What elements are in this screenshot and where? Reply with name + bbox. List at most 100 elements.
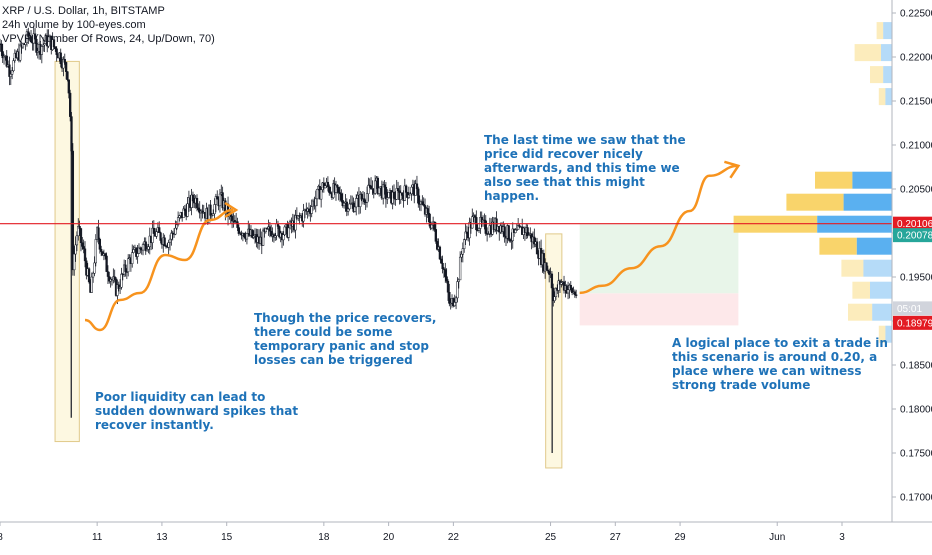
candle-body — [569, 284, 572, 289]
candle-body — [360, 194, 363, 200]
candle-body — [136, 253, 139, 257]
candle-body — [121, 273, 124, 276]
candle-body — [43, 43, 46, 46]
candle-body — [337, 187, 340, 193]
candle-body — [542, 253, 545, 272]
candle-body — [458, 256, 462, 281]
note-exit: A logical place to exit a trade in this … — [672, 336, 888, 392]
candle-body — [144, 241, 147, 252]
candle-body — [307, 208, 311, 213]
candle-body — [328, 186, 331, 193]
candle-body — [368, 184, 371, 187]
candle-body — [399, 192, 402, 200]
candle-body — [376, 177, 379, 194]
candle-body — [338, 192, 342, 195]
candle-body — [74, 244, 77, 255]
candle-body — [353, 206, 357, 212]
candle-body — [278, 226, 281, 238]
candle-body — [90, 276, 93, 293]
candle-body — [120, 273, 123, 288]
candle-body — [1, 51, 4, 59]
vpvr-down-bar — [819, 237, 857, 255]
candle-body — [145, 249, 149, 252]
indicator-volume[interactable]: 24h volume by 100-eyes.com — [2, 19, 146, 31]
candle-body — [310, 206, 313, 214]
candle-body — [457, 279, 460, 282]
candle-body — [210, 214, 213, 217]
candle-body — [378, 187, 381, 194]
candle-body — [8, 64, 11, 77]
date-tick-label: 15 — [221, 532, 233, 543]
candle-body — [548, 270, 551, 275]
candle-body — [201, 210, 204, 214]
candle-body — [283, 226, 286, 235]
candle-body — [230, 215, 234, 222]
loss-zone — [579, 293, 739, 326]
candle-body — [113, 276, 116, 280]
vpvr-down-bar — [815, 171, 853, 189]
profit-zone — [579, 224, 739, 294]
candle-body — [236, 221, 239, 228]
candle-body — [137, 247, 141, 254]
symbol-title[interactable]: XRP / U.S. Dollar, 1h, BITSTAMP — [2, 5, 165, 17]
candle-body — [108, 276, 111, 282]
candle-body — [282, 234, 285, 241]
candles-layer — [0, 25, 578, 453]
candle-body — [27, 31, 30, 37]
candle-body — [575, 294, 578, 296]
candle-body — [436, 241, 439, 250]
candle-body — [363, 198, 366, 203]
vpvr-up-bar — [872, 303, 892, 321]
candle-body — [526, 227, 529, 236]
candle-body — [417, 188, 420, 204]
candle-body — [319, 189, 323, 200]
indicator-vpvr[interactable]: VPVR (Number Of Rows, 24, Up/Down, 70) — [2, 33, 215, 45]
candle-body — [87, 268, 91, 283]
candle-body — [427, 212, 431, 223]
vpvr-down-bar — [854, 44, 881, 62]
candle-body — [533, 236, 536, 245]
candle-body — [395, 188, 398, 200]
candle-body — [105, 255, 108, 272]
candle-body — [268, 226, 272, 232]
note-panic: Though the price recovers, there could b… — [254, 311, 437, 367]
candle-body — [209, 204, 212, 216]
candle-body — [158, 227, 161, 233]
candle-body — [342, 202, 346, 207]
candle-body — [218, 193, 222, 207]
candle-body — [546, 269, 549, 272]
risk-reward-layer — [579, 224, 739, 326]
candle-body — [186, 203, 189, 217]
vpvr-down-bar — [841, 259, 864, 277]
candle-body — [365, 193, 369, 203]
candle-body — [24, 42, 27, 45]
candle-body — [243, 233, 246, 238]
candle-body — [175, 224, 178, 229]
candle-body — [274, 235, 277, 238]
candle-body — [421, 201, 424, 205]
candle-body — [449, 302, 452, 305]
candle-body — [100, 249, 103, 252]
candle-body — [77, 225, 80, 237]
candle-body — [465, 231, 469, 234]
vpvr-down-bar — [852, 281, 870, 299]
price-tag-low-bg — [893, 315, 932, 330]
candle-body — [36, 50, 39, 53]
candle-body — [442, 268, 446, 270]
date-tick-label: 13 — [156, 532, 168, 543]
candle-body — [116, 284, 119, 296]
vpvr-up-bar — [885, 88, 892, 106]
vpvr-up-bar — [870, 281, 892, 299]
candle-body — [336, 184, 339, 188]
candle-body — [518, 225, 521, 228]
candle-body — [433, 221, 436, 230]
candle-body — [98, 238, 102, 250]
date-tick-label: 29 — [675, 532, 687, 543]
